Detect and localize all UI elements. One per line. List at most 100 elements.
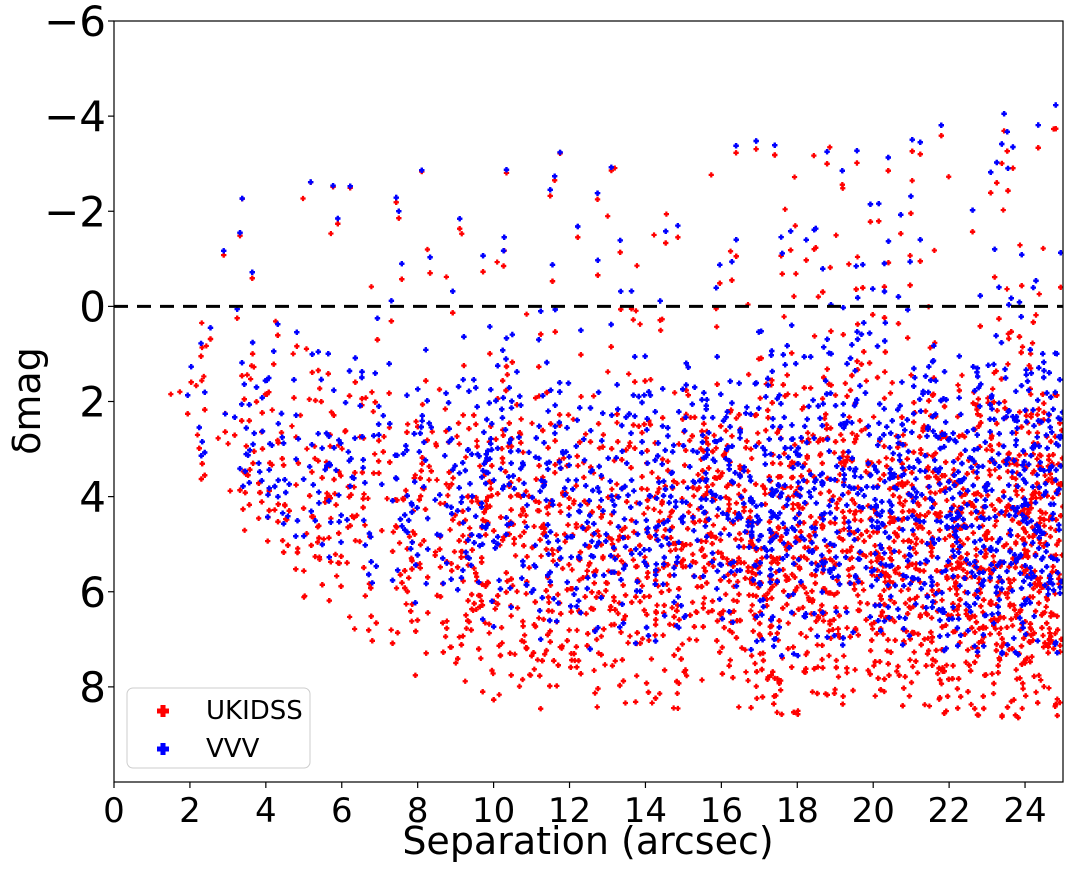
data-point-ukidss [997, 589, 1003, 595]
data-point-ukidss [900, 538, 907, 544]
data-point-ukidss [649, 700, 655, 706]
data-point-ukidss [393, 199, 399, 205]
data-point-ukidss [541, 521, 547, 528]
data-point-ukidss [880, 631, 886, 637]
data-point-ukidss [915, 500, 921, 506]
data-point-ukidss [611, 621, 618, 628]
data-point-ukidss [1048, 613, 1054, 619]
data-point-ukidss [422, 506, 429, 513]
data-point-ukidss [517, 533, 523, 539]
data-point-ukidss [362, 593, 368, 599]
data-point-ukidss [324, 490, 330, 496]
data-point-ukidss [1054, 613, 1060, 619]
data-point-ukidss [969, 625, 975, 631]
data-point-ukidss [1021, 547, 1028, 553]
data-point-ukidss [373, 620, 379, 626]
data-point-ukidss [897, 500, 903, 506]
data-point-ukidss [327, 432, 333, 438]
data-point-ukidss [249, 351, 256, 357]
data-point-ukidss [896, 494, 903, 501]
data-point-ukidss [882, 523, 888, 529]
data-point-ukidss [910, 664, 916, 670]
data-point-ukidss [639, 583, 645, 589]
data-point-ukidss [720, 608, 726, 614]
data-point-ukidss [396, 540, 403, 546]
data-point-ukidss [460, 508, 466, 514]
data-point-ukidss [1024, 506, 1031, 512]
data-point-ukidss [681, 669, 687, 675]
data-point-ukidss [1002, 590, 1008, 597]
data-point-ukidss [595, 272, 601, 278]
data-point-ukidss [785, 540, 791, 547]
data-point-ukidss [791, 709, 797, 715]
data-point-ukidss [849, 497, 855, 503]
data-point-ukidss [851, 530, 857, 536]
data-point-ukidss [996, 475, 1002, 481]
data-point-ukidss [709, 541, 715, 547]
data-point-ukidss [1023, 413, 1029, 419]
data-point-ukidss [652, 622, 659, 628]
data-point-ukidss [863, 378, 869, 384]
data-point-ukidss [443, 428, 449, 434]
data-point-ukidss [718, 423, 724, 429]
data-point-ukidss [674, 480, 680, 487]
data-point-ukidss [845, 489, 852, 496]
data-point-ukidss [598, 633, 604, 639]
data-point-ukidss [491, 528, 497, 534]
data-point-ukidss [861, 538, 867, 544]
data-point-ukidss [729, 433, 735, 439]
data-point-ukidss [826, 548, 832, 554]
data-point-ukidss [484, 579, 491, 585]
data-point-ukidss [596, 589, 602, 596]
data-point-ukidss [448, 644, 454, 650]
data-point-ukidss [990, 386, 996, 392]
data-point-ukidss [833, 657, 839, 664]
data-point-ukidss [642, 554, 648, 560]
data-point-ukidss [694, 609, 700, 616]
data-point-ukidss [273, 318, 279, 324]
data-point-ukidss [774, 630, 780, 636]
data-point-ukidss [266, 488, 272, 494]
data-point-ukidss [556, 502, 563, 508]
data-point-ukidss [871, 414, 877, 420]
data-point-ukidss [946, 676, 952, 682]
data-point-ukidss [1038, 677, 1044, 683]
data-point-ukidss [518, 494, 524, 500]
data-point-ukidss [802, 461, 808, 467]
data-point-ukidss [652, 440, 658, 446]
data-point-ukidss [483, 506, 489, 512]
data-point-ukidss [570, 416, 576, 422]
data-point-ukidss [198, 476, 204, 482]
data-point-ukidss [928, 539, 934, 546]
data-point-ukidss [987, 443, 993, 449]
data-point-ukidss [774, 555, 780, 562]
data-point-ukidss [1053, 517, 1059, 523]
data-point-ukidss [275, 332, 281, 338]
data-point-ukidss [651, 506, 657, 512]
data-point-ukidss [918, 447, 924, 453]
data-point-ukidss [581, 474, 587, 481]
data-point-ukidss [977, 413, 984, 419]
data-point-ukidss [832, 520, 838, 526]
data-point-ukidss [756, 631, 763, 638]
data-point-ukidss [749, 569, 755, 575]
data-point-ukidss [1044, 597, 1050, 603]
data-point-ukidss [858, 508, 864, 514]
data-point-ukidss [674, 608, 680, 614]
data-point-ukidss [736, 411, 742, 418]
data-point-ukidss [237, 233, 243, 239]
data-point-ukidss [628, 465, 634, 471]
data-point-ukidss [1040, 610, 1046, 616]
data-point-ukidss [985, 395, 991, 401]
data-point-ukidss [557, 422, 563, 428]
data-point-ukidss [922, 702, 928, 708]
data-point-ukidss [629, 599, 635, 605]
data-point-ukidss [958, 451, 964, 458]
data-point-ukidss [791, 611, 797, 617]
data-point-ukidss [517, 430, 523, 436]
data-point-ukidss [259, 410, 265, 416]
data-point-ukidss [999, 643, 1005, 650]
data-point-ukidss [921, 568, 927, 574]
data-point-ukidss [913, 561, 919, 567]
data-point-ukidss [419, 455, 425, 461]
